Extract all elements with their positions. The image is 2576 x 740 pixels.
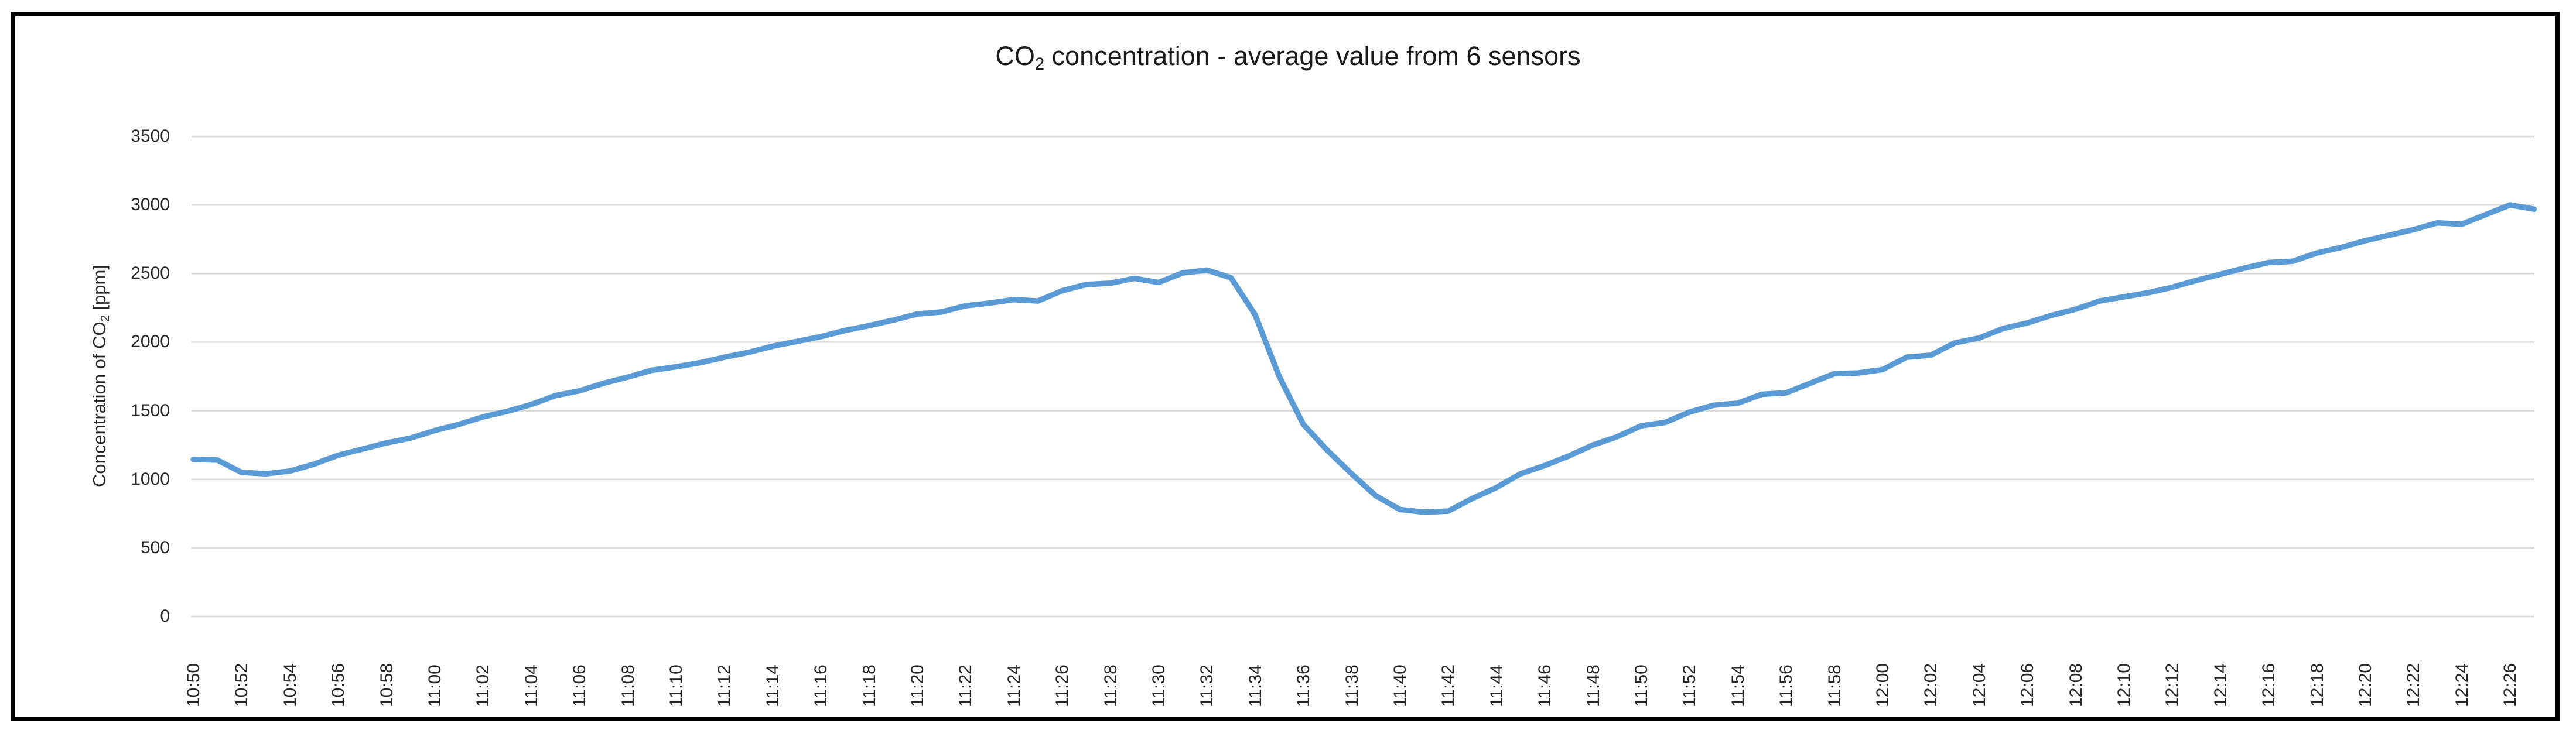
x-tick-label: 12:22 bbox=[2404, 663, 2424, 707]
x-tick-label: 11:24 bbox=[1004, 664, 1024, 707]
x-tick-label: 12:10 bbox=[2114, 663, 2134, 707]
x-tick-label: 11:36 bbox=[1294, 664, 1314, 707]
x-tick-label: 12:16 bbox=[2259, 663, 2279, 707]
x-tick-label: 12:02 bbox=[1921, 663, 1941, 707]
x-tick-label: 12:20 bbox=[2356, 663, 2375, 707]
x-tick-label: 11:54 bbox=[1728, 664, 1748, 707]
x-tick-label: 12:06 bbox=[2018, 663, 2038, 707]
x-tick-label: 11:52 bbox=[1680, 664, 1700, 707]
x-tick-label: 10:50 bbox=[184, 663, 203, 707]
x-tick-label: 11:04 bbox=[521, 664, 541, 707]
x-tick-label: 11:26 bbox=[1053, 664, 1072, 707]
x-tick-label: 11:32 bbox=[1197, 664, 1217, 707]
x-tick-label: 12:00 bbox=[1873, 663, 1892, 707]
x-tick-label: 12:26 bbox=[2500, 663, 2520, 707]
y-axis-title: Concentration of CO2 [ppm] bbox=[89, 265, 112, 487]
y-tick-label: 2000 bbox=[131, 332, 170, 352]
y-tick-label: 1500 bbox=[131, 400, 170, 420]
chart-title-subscript: 2 bbox=[1034, 55, 1045, 74]
x-tick-label: 10:56 bbox=[329, 663, 349, 707]
x-tick-label: 11:06 bbox=[570, 664, 590, 707]
x-tick-label: 11:02 bbox=[473, 664, 493, 707]
y-tick-label: 500 bbox=[140, 537, 170, 557]
co2-series-line bbox=[190, 202, 2537, 515]
y-tick-label: 3500 bbox=[131, 126, 170, 146]
x-tick-label: 11:46 bbox=[1535, 664, 1555, 707]
chart-border-frame bbox=[11, 12, 2560, 721]
y-tick-label: 3000 bbox=[131, 195, 170, 215]
x-tick-label: 11:22 bbox=[956, 664, 976, 707]
x-tick-label: 11:12 bbox=[715, 664, 734, 707]
x-tick-label: 12:12 bbox=[2162, 663, 2182, 707]
x-tick-label: 12:24 bbox=[2452, 663, 2472, 707]
y-tick-label: 2500 bbox=[131, 263, 170, 283]
x-tick-label: 11:10 bbox=[667, 664, 686, 707]
x-tick-label: 10:52 bbox=[232, 663, 252, 707]
x-tick-label: 12:14 bbox=[2211, 663, 2230, 707]
x-tick-label: 11:28 bbox=[1101, 664, 1120, 707]
x-tick-label: 11:42 bbox=[1439, 664, 1458, 707]
x-tick-label: 11:30 bbox=[1149, 664, 1169, 707]
chart-title-prefix: CO bbox=[995, 41, 1035, 71]
x-tick-label: 10:58 bbox=[377, 663, 397, 707]
x-tick-label: 11:20 bbox=[908, 664, 927, 707]
x-tick-label: 12:18 bbox=[2307, 663, 2327, 707]
x-tick-label: 11:50 bbox=[1632, 664, 1651, 707]
x-tick-label: 11:14 bbox=[763, 664, 783, 707]
x-tick-label: 11:08 bbox=[618, 664, 638, 707]
x-tick-label: 11:34 bbox=[1245, 664, 1265, 707]
x-tick-label: 12:04 bbox=[1969, 663, 1989, 707]
x-tick-label: 11:44 bbox=[1487, 664, 1506, 707]
x-tick-label: 11:16 bbox=[811, 664, 831, 707]
y-tick-label: 0 bbox=[160, 607, 170, 626]
x-tick-label: 12:08 bbox=[2066, 663, 2086, 707]
x-tick-label: 11:18 bbox=[859, 664, 879, 707]
y-tick-label: 1000 bbox=[131, 469, 170, 489]
x-tick-label: 11:58 bbox=[1825, 664, 1844, 707]
x-tick-label: 11:40 bbox=[1391, 664, 1410, 707]
y-axis-title-subscript: 2 bbox=[98, 315, 112, 322]
x-tick-label: 11:00 bbox=[425, 664, 445, 707]
x-tick-label: 11:56 bbox=[1776, 664, 1796, 707]
x-tick-label: 10:54 bbox=[280, 663, 300, 707]
chart-title: CO2 concentration - average value from 6… bbox=[0, 41, 2576, 74]
x-tick-label: 11:38 bbox=[1342, 664, 1362, 707]
chart-title-rest: concentration - average value from 6 sen… bbox=[1044, 41, 1581, 71]
x-tick-label: 11:48 bbox=[1583, 664, 1603, 707]
